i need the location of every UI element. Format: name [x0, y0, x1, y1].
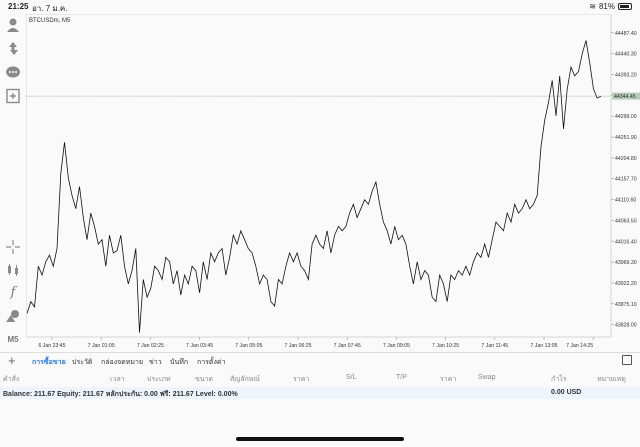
y-tick-label: 44016.40 [615, 239, 637, 245]
x-axis: 6 Jan 23:45 7 Jan 01:05 7 Jan 02:25 7 Jan 0… [38, 337, 594, 349]
tab-history[interactable]: ประวัติ [72, 359, 93, 366]
x-tick-label: 7 Jan 07:45 [334, 343, 361, 349]
status-time: 21:25 [8, 2, 29, 11]
col-volume: ขนาด [195, 376, 214, 383]
price-chart[interactable]: BTCUSDm, M5 44487.40 44440.30 44393.20 4434… [25, 13, 640, 352]
col-time: เวลา [110, 376, 125, 383]
chart-svg[interactable]: BTCUSDm, M5 44487.40 44440.30 44393.20 4434… [25, 13, 640, 352]
add-order-button[interactable]: + [8, 353, 16, 368]
x-tick-label: 7 Jan 10:25 [432, 343, 459, 349]
battery-percent: 81% [598, 2, 615, 11]
crosshair-icon[interactable] [5, 239, 21, 255]
current-price-label: 44344.45 [614, 94, 636, 100]
y-tick-label: 43828.00 [615, 323, 637, 329]
x-tick-label: 7 Jan 13:05 [530, 343, 557, 349]
balance-text: Balance: 211.67 Equity: 211.67 หลักประกั… [3, 391, 238, 398]
toolbox-tabs: + การซื้อขาย ประวัติ กล่องจดหมาย ข่าว บั… [0, 352, 640, 368]
balance-profit: 0.00 USD [551, 389, 582, 396]
status-date: อา. 7 ม.ค. [32, 4, 68, 13]
tab-settings[interactable]: การตั้งค่า [197, 359, 226, 366]
indicators-icon[interactable]: f [10, 285, 16, 300]
x-tick-label: 7 Jan 05:05 [235, 343, 262, 349]
y-tick-label: 44110.60 [615, 198, 636, 204]
y-tick-label: 44251.90 [615, 135, 637, 141]
col-order: คำสั่ง [3, 376, 20, 383]
accounts-icon[interactable] [5, 17, 21, 33]
price-series-line [26, 40, 602, 333]
y-tick-label: 44157.70 [615, 177, 637, 183]
y-tick-label: 43969.30 [615, 260, 637, 266]
tab-trade[interactable]: การซื้อขาย [32, 359, 66, 366]
y-axis: 44487.4044440.3044393.2044346.1044299.00… [611, 31, 637, 329]
x-tick-label: 7 Jan 02:25 [137, 343, 164, 349]
plot-area [25, 13, 612, 338]
col-price-current: ราคา [440, 376, 457, 383]
current-price-badge: 44344.45 [612, 92, 640, 100]
trade-icon[interactable] [5, 41, 21, 57]
y-tick-label: 44299.00 [615, 114, 637, 120]
tab-journal[interactable]: บันทึก [170, 359, 189, 366]
candles-icon[interactable] [5, 262, 21, 278]
timeframe-button[interactable]: M5 [7, 335, 19, 344]
symbol-label: BTCUSDm, M5 [29, 18, 71, 24]
col-comment: หมายเหตุ [597, 376, 626, 383]
x-tick-label: 7 Jan 03:45 [186, 343, 213, 349]
col-sl: S/L [346, 374, 357, 381]
y-tick-label: 43875.10 [615, 302, 637, 308]
col-type: ประเภท [147, 376, 171, 383]
chat-icon[interactable] [5, 65, 21, 81]
col-swap: Swap [478, 374, 496, 381]
y-tick-label: 44487.40 [615, 31, 637, 37]
new-chart-icon[interactable] [5, 88, 21, 104]
x-tick-label: 7 Jan 11:45 [481, 343, 508, 349]
y-tick-label: 43922.20 [615, 281, 637, 287]
balance-bar: Balance: 211.67 Equity: 211.67 หลักประกั… [0, 387, 640, 399]
status-right: ≋ 81% [589, 2, 632, 11]
chart-toolbar: f M5 [0, 14, 26, 350]
x-tick-label: 7 Jan 09:05 [383, 343, 410, 349]
y-tick-label: 44440.30 [615, 52, 637, 58]
col-tp: T/P [396, 374, 407, 381]
home-indicator[interactable] [236, 437, 404, 441]
wifi-icon: ≋ [589, 2, 596, 11]
x-tick-label: 7 Jan 06:25 [284, 343, 311, 349]
expand-panel-icon[interactable] [622, 355, 632, 365]
x-tick-label: 7 Jan 14:25 [566, 343, 593, 349]
battery-icon [618, 3, 632, 10]
objects-icon[interactable] [5, 308, 21, 324]
y-tick-label: 44063.50 [615, 218, 637, 224]
tab-news[interactable]: ข่าว [149, 359, 162, 366]
x-tick-label: 6 Jan 23:45 [38, 343, 65, 349]
col-profit: กำไร [551, 376, 567, 383]
tab-mailbox[interactable]: กล่องจดหมาย [101, 359, 144, 366]
y-tick-label: 44204.80 [615, 156, 637, 162]
trade-table-header: คำสั่ง เวลา ประเภท ขนาด สัญลักษณ์ ราคา S… [0, 372, 640, 384]
col-price: ราคา [293, 376, 310, 383]
y-tick-label: 44393.20 [615, 73, 637, 79]
x-tick-label: 7 Jan 01:05 [88, 343, 115, 349]
status-bar: 21:25 อา. 7 ม.ค. ≋ 81% [0, 0, 640, 14]
col-symbol: สัญลักษณ์ [230, 376, 260, 383]
